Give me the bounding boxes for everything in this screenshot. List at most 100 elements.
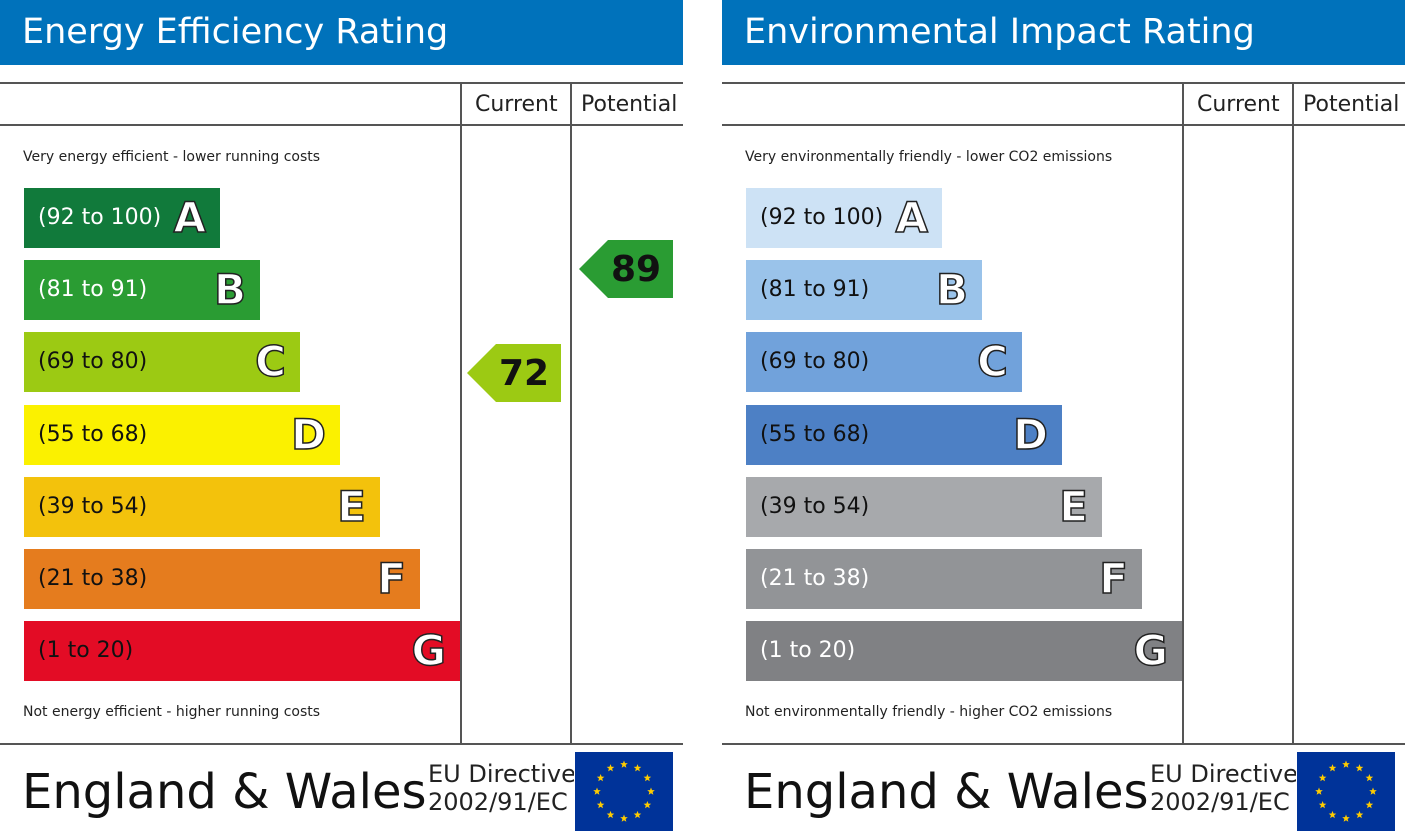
eu-star-icon bbox=[1318, 801, 1327, 809]
energy-header-bottom-rule bbox=[0, 124, 683, 126]
eu-star-icon bbox=[620, 760, 628, 768]
env-band-range: (69 to 80) bbox=[760, 349, 870, 374]
env-band-f: (21 to 38) F bbox=[746, 549, 1142, 609]
env-band-range: (92 to 100) bbox=[760, 205, 884, 230]
energy-band-d: (55 to 68) D bbox=[24, 405, 340, 465]
eu-star-icon bbox=[1355, 764, 1364, 772]
env-top-caption: Very environmentally friendly - lower CO… bbox=[745, 149, 1113, 165]
env-potential-header: Potential bbox=[1303, 92, 1400, 117]
energy-current-rating-arrow: 72 bbox=[467, 344, 561, 402]
eu-star-icon bbox=[1318, 774, 1327, 782]
env-band-letter: C bbox=[976, 336, 1008, 387]
energy-potential-rating-arrow: 89 bbox=[579, 240, 673, 298]
eu-star-icon bbox=[1369, 787, 1377, 795]
energy-band-f: (21 to 38) F bbox=[24, 549, 420, 609]
energy-band-letter: C bbox=[254, 336, 286, 387]
env-band-letter: D bbox=[1012, 409, 1048, 460]
env-band-b: (81 to 91) B bbox=[746, 260, 982, 320]
energy-directive-line1: EU Directive bbox=[428, 760, 574, 788]
energy-directive-line2: 2002/91/EC bbox=[428, 788, 568, 816]
energy-band-range: (81 to 91) bbox=[38, 277, 148, 302]
eu-star-icon bbox=[1342, 814, 1350, 822]
env-band-range: (81 to 91) bbox=[760, 277, 870, 302]
energy-band-range: (21 to 38) bbox=[38, 566, 148, 591]
env-band-d: (55 to 68) D bbox=[746, 405, 1062, 465]
energy-footer-region: England & Wales bbox=[22, 764, 427, 820]
energy-band-e: (39 to 54) E bbox=[24, 477, 380, 537]
eu-star-icon bbox=[1342, 760, 1350, 768]
eu-star-icon bbox=[647, 787, 655, 795]
energy-footer-rule bbox=[0, 743, 683, 745]
energy-current-divider bbox=[460, 83, 462, 744]
env-directive-line1: EU Directive bbox=[1150, 760, 1296, 788]
energy-band-range: (69 to 80) bbox=[38, 349, 148, 374]
energy-header-top-rule bbox=[0, 82, 683, 84]
energy-title-bar: Energy Efficiency Rating bbox=[0, 0, 683, 65]
env-band-e: (39 to 54) E bbox=[746, 477, 1102, 537]
energy-current-header: Current bbox=[475, 92, 558, 117]
eu-star-icon bbox=[1355, 810, 1364, 819]
energy-band-letter: G bbox=[411, 625, 447, 676]
energy-band-letter: B bbox=[213, 264, 247, 315]
env-current-divider bbox=[1182, 83, 1184, 744]
eu-star-icon bbox=[643, 774, 652, 782]
env-band-a: (92 to 100) A bbox=[746, 188, 942, 248]
eu-star-icon bbox=[1365, 801, 1374, 809]
eu-stars-icon bbox=[1315, 760, 1377, 822]
eu-star-icon bbox=[1365, 774, 1374, 782]
energy-potential-value: 89 bbox=[611, 249, 662, 290]
eu-star-icon bbox=[620, 814, 628, 822]
eu-flag-icon bbox=[1297, 752, 1395, 831]
eu-star-icon bbox=[596, 801, 605, 809]
energy-band-letter: A bbox=[173, 192, 207, 243]
energy-band-b: (81 to 91) B bbox=[24, 260, 260, 320]
energy-band-range: (55 to 68) bbox=[38, 422, 148, 447]
energy-potential-divider bbox=[570, 83, 572, 744]
env-band-range: (55 to 68) bbox=[760, 422, 870, 447]
env-title-bar: Environmental Impact Rating bbox=[722, 0, 1405, 65]
env-footer-directive: EU Directive 2002/91/EC bbox=[1150, 760, 1296, 816]
eu-star-icon bbox=[633, 810, 642, 819]
energy-band-g: (1 to 20) G bbox=[24, 621, 460, 681]
energy-band-letter: F bbox=[377, 553, 407, 604]
eu-star-icon bbox=[1328, 810, 1337, 819]
env-band-range: (21 to 38) bbox=[760, 566, 870, 591]
energy-band-range: (92 to 100) bbox=[38, 205, 162, 230]
env-header-bottom-rule bbox=[722, 124, 1405, 126]
env-potential-divider bbox=[1292, 83, 1294, 744]
eu-star-icon bbox=[593, 787, 601, 795]
energy-footer-directive: EU Directive 2002/91/EC bbox=[428, 760, 574, 816]
eu-flag-icon bbox=[575, 752, 673, 831]
energy-band-a: (92 to 100) A bbox=[24, 188, 220, 248]
env-band-letter: F bbox=[1099, 553, 1129, 604]
env-band-letter: B bbox=[935, 264, 969, 315]
energy-top-caption: Very energy efficient - lower running co… bbox=[23, 149, 321, 165]
energy-efficiency-panel: Energy Efficiency Rating Current Potenti… bbox=[0, 0, 683, 831]
env-bottom-caption: Not environmentally friendly - higher CO… bbox=[745, 704, 1113, 720]
energy-potential-arrow-shape bbox=[579, 240, 673, 298]
eu-star-icon bbox=[606, 764, 615, 772]
eu-star-icon bbox=[633, 764, 642, 772]
environmental-impact-panel: Environmental Impact Rating Current Pote… bbox=[722, 0, 1405, 831]
eu-star-icon bbox=[596, 774, 605, 782]
energy-band-c: (69 to 80) C bbox=[24, 332, 300, 392]
env-band-c: (69 to 80) C bbox=[746, 332, 1022, 392]
eu-star-icon bbox=[606, 810, 615, 819]
env-directive-line2: 2002/91/EC bbox=[1150, 788, 1290, 816]
energy-current-arrow-shape bbox=[467, 344, 561, 402]
eu-star-icon bbox=[1328, 764, 1337, 772]
energy-title: Energy Efficiency Rating bbox=[22, 12, 449, 52]
eu-star-icon bbox=[643, 801, 652, 809]
env-current-header: Current bbox=[1197, 92, 1280, 117]
env-band-letter: A bbox=[895, 192, 929, 243]
energy-bottom-caption: Not energy efficient - higher running co… bbox=[23, 704, 321, 720]
env-band-letter: G bbox=[1133, 625, 1169, 676]
energy-current-value: 72 bbox=[499, 353, 550, 394]
energy-potential-header: Potential bbox=[581, 92, 678, 117]
env-band-range: (1 to 20) bbox=[760, 638, 856, 663]
energy-band-range: (1 to 20) bbox=[38, 638, 134, 663]
energy-band-letter: D bbox=[290, 409, 326, 460]
eu-star-icon bbox=[1315, 787, 1323, 795]
env-footer-rule bbox=[722, 743, 1405, 745]
energy-band-letter: E bbox=[337, 481, 367, 532]
